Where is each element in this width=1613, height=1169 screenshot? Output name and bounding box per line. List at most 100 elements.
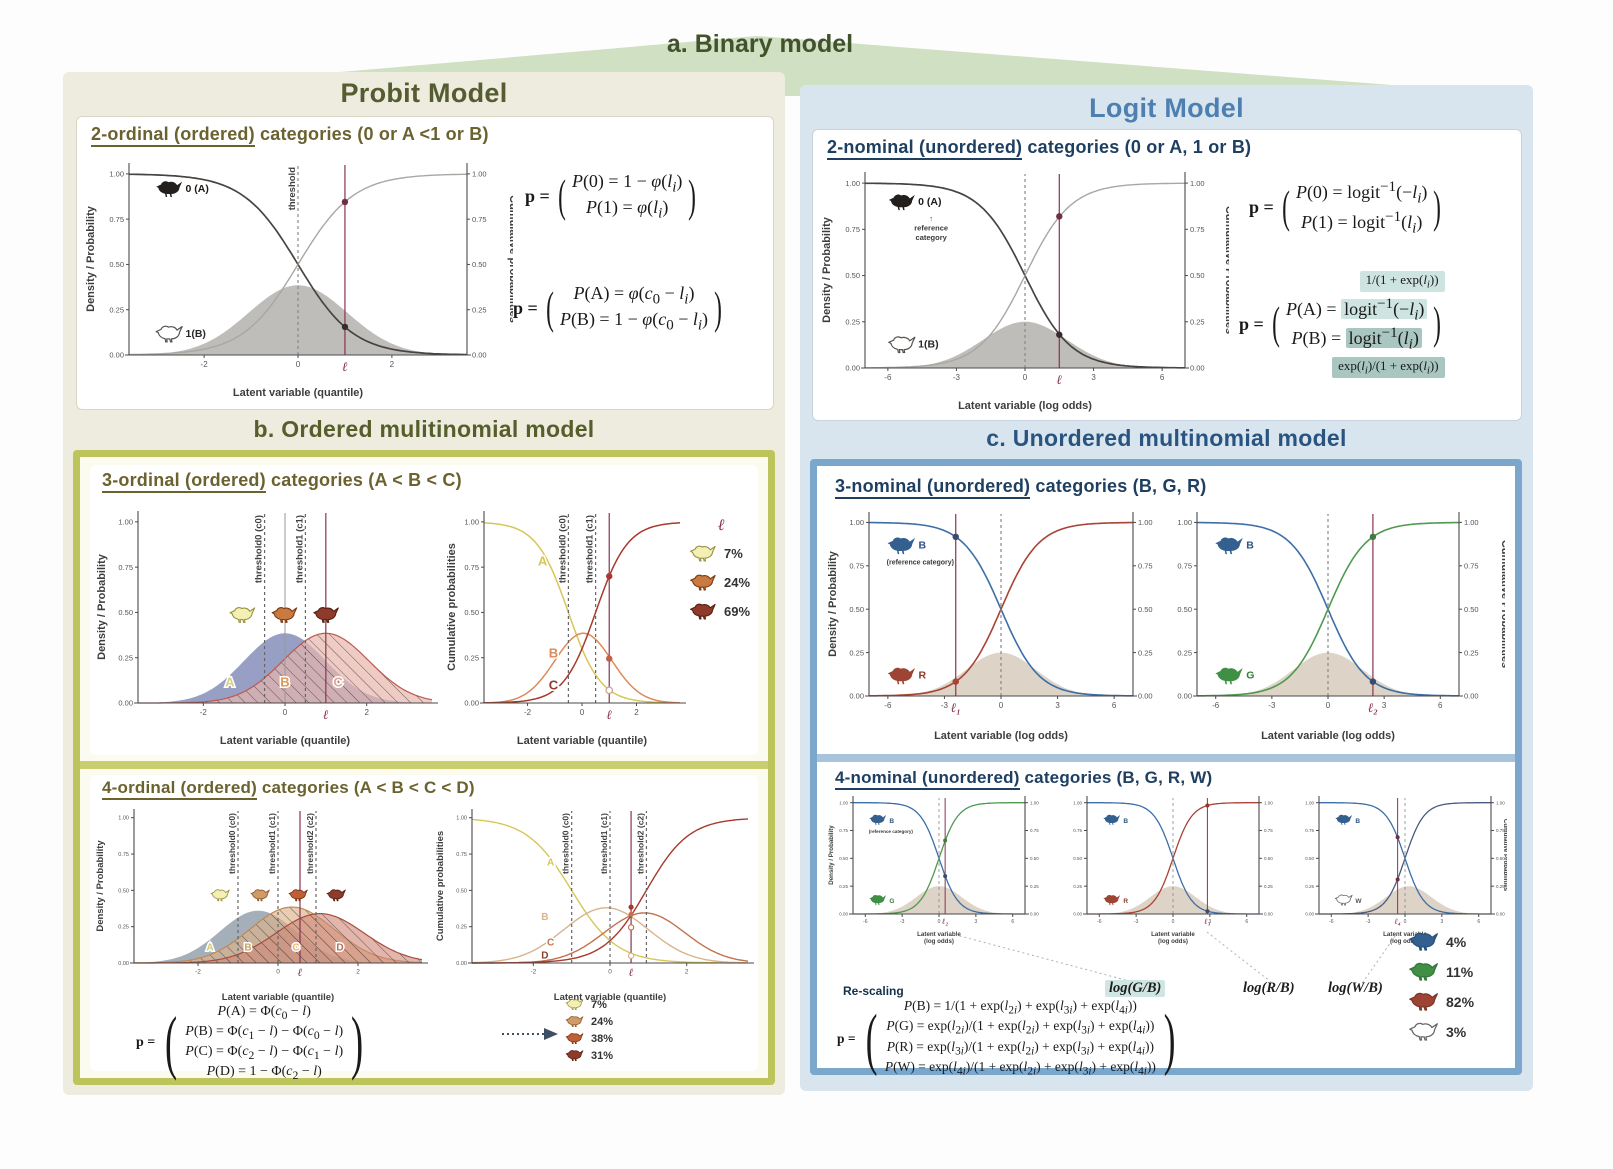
logit-model-title: Logit Model bbox=[1089, 93, 1244, 123]
plot-2-ordinal-probit: threshold ℓ 0.00 0.00 0.25 0.25 0.50 0.50 0.75 0.… bbox=[83, 153, 513, 399]
svg-text:6: 6 bbox=[1011, 919, 1014, 925]
heading-underlined: 3-nominal (unordered) bbox=[835, 476, 1031, 499]
plot-3-ordinal-density: threshold0 (c0) threshold1 (c1) ℓ 0.00 0.25 0… bbox=[94, 501, 440, 747]
svg-text:0.50: 0.50 bbox=[118, 608, 133, 617]
svg-text:0: 0 bbox=[938, 919, 941, 925]
svg-text:0.25: 0.25 bbox=[118, 925, 129, 931]
svg-text:threshold0 (c0): threshold0 (c0) bbox=[254, 515, 265, 583]
svg-text:-3: -3 bbox=[953, 373, 961, 382]
svg-text:0.25: 0.25 bbox=[118, 653, 133, 662]
svg-text:C: C bbox=[292, 943, 299, 954]
plot-3-nominal-BG: ℓ₂ 0.00 0.00 0.25 0.25 0.50 0.50 0.75 0.75 1.00 1.… bbox=[1167, 502, 1505, 742]
svg-text:0.25: 0.25 bbox=[1496, 884, 1505, 889]
plot-2-nominal-logit: ℓ 0.00 0.00 0.25 0.25 0.50 0.50 0.75 0.75 1.00 1.0… bbox=[819, 162, 1229, 412]
card-3-nominal: 3-nominal (unordered) categories (B, G, … bbox=[823, 472, 1509, 748]
svg-text:Density / Probability: Density / Probability bbox=[827, 550, 839, 657]
svg-text:0.25: 0.25 bbox=[1073, 884, 1082, 889]
svg-text:-6: -6 bbox=[863, 919, 868, 925]
svg-text:0.50: 0.50 bbox=[109, 260, 124, 269]
svg-text:0: 0 bbox=[296, 360, 301, 369]
svg-text:0.50: 0.50 bbox=[1177, 605, 1192, 614]
blue-divider-band bbox=[817, 754, 1515, 762]
svg-text:0.75: 0.75 bbox=[456, 852, 467, 858]
plot-4-nominal-BR: ℓ₃ 0.00 0.00 0.25 0.25 0.50 0.50 0.75 0.75 1.00 1.… bbox=[1061, 790, 1275, 946]
legend-3-ordinal: ℓ 7% 24% 69% bbox=[688, 517, 750, 622]
svg-text:0: 0 bbox=[999, 701, 1004, 710]
svg-text:0.50: 0.50 bbox=[839, 856, 848, 861]
svg-text:-3: -3 bbox=[1268, 701, 1276, 710]
svg-text:0.50: 0.50 bbox=[472, 260, 487, 269]
svg-text:0.25: 0.25 bbox=[849, 648, 864, 657]
card-2-nominal: 2-nominal (unordered) categories (0 or A… bbox=[812, 129, 1522, 421]
heading-underlined: 4-ordinal (ordered) bbox=[102, 778, 257, 800]
svg-text:0.50: 0.50 bbox=[1496, 856, 1505, 861]
heading-underlined: 4-nominal (unordered) bbox=[835, 768, 1020, 790]
card-4-nominal-heading: 4-nominal (unordered) categories (B, G, … bbox=[835, 768, 1213, 790]
svg-text:0: 0 bbox=[1172, 919, 1175, 925]
formula-4-nominal: p =(P(B) = 1/(1 + exp(l2i) + exp(l3i) + … bbox=[837, 998, 1176, 1078]
svg-text:0.50: 0.50 bbox=[1138, 605, 1153, 614]
svg-text:A: A bbox=[206, 943, 213, 954]
svg-text:(reference category): (reference category) bbox=[887, 559, 954, 566]
svg-text:0.00: 0.00 bbox=[472, 351, 487, 360]
svg-text:B: B bbox=[1123, 818, 1128, 825]
svg-text:0.25: 0.25 bbox=[839, 884, 848, 889]
card-4-ordinal: 4-ordinal (ordered) categories (A < B < … bbox=[90, 775, 758, 1082]
svg-text:0.50: 0.50 bbox=[1190, 271, 1205, 280]
heading-rest: categories (B, G, R, W) bbox=[1019, 768, 1213, 787]
svg-text:(log odds): (log odds) bbox=[924, 938, 954, 945]
svg-text:0.75: 0.75 bbox=[839, 828, 848, 833]
svg-text:ℓ: ℓ bbox=[629, 967, 634, 979]
svg-text:1.00: 1.00 bbox=[118, 518, 133, 527]
svg-text:0.50: 0.50 bbox=[456, 888, 467, 894]
svg-text:Latent variable (quantile): Latent variable (quantile) bbox=[554, 992, 666, 1003]
svg-text:3: 3 bbox=[1382, 701, 1387, 710]
svg-text:2: 2 bbox=[364, 708, 369, 717]
svg-text:3: 3 bbox=[1440, 919, 1443, 925]
svg-text:Latent variable (quantile): Latent variable (quantile) bbox=[222, 992, 334, 1003]
unordered-multinomial-box: 3-nominal (unordered) categories (B, G, … bbox=[810, 459, 1522, 1078]
svg-text:2: 2 bbox=[356, 969, 360, 976]
svg-text:0.75: 0.75 bbox=[849, 562, 864, 571]
svg-text:6: 6 bbox=[1245, 919, 1248, 925]
svg-text:-2: -2 bbox=[201, 360, 209, 369]
svg-text:0.75: 0.75 bbox=[845, 225, 860, 234]
heading-rest: categories (A < B < C) bbox=[265, 470, 462, 490]
svg-text:1.00: 1.00 bbox=[1264, 800, 1273, 805]
svg-text:0.25: 0.25 bbox=[1264, 884, 1273, 889]
svg-text:0.75: 0.75 bbox=[1073, 828, 1082, 833]
svg-text:ℓ₃: ℓ₃ bbox=[1204, 917, 1210, 926]
svg-text:0.75: 0.75 bbox=[1138, 562, 1153, 571]
svg-text:G: G bbox=[1246, 670, 1254, 682]
card-4-nominal: 4-nominal (unordered) categories (B, G, … bbox=[823, 766, 1509, 1078]
svg-text:1.00: 1.00 bbox=[1073, 800, 1082, 805]
svg-text:threshold0 (c0): threshold0 (c0) bbox=[227, 813, 237, 874]
ordered-multinomial-box: 3-ordinal (ordered) categories (A < B < … bbox=[73, 450, 775, 1085]
heading-underlined: 2-nominal (unordered) bbox=[827, 137, 1023, 160]
svg-text:0.50: 0.50 bbox=[845, 271, 860, 280]
svg-text:0.00: 0.00 bbox=[849, 692, 864, 701]
svg-text:0.75: 0.75 bbox=[118, 852, 129, 858]
plot-4-ordinal-density: threshold0 (c0) threshold1 (c1) ℓ threshold… bbox=[94, 801, 428, 1003]
svg-text:Latent variable: Latent variable bbox=[1151, 931, 1195, 938]
svg-text:0.25: 0.25 bbox=[1030, 884, 1039, 889]
svg-text:ℓ₂: ℓ₂ bbox=[942, 917, 948, 926]
svg-text:Cumulative probabilities: Cumulative probabilities bbox=[507, 195, 513, 323]
probit-model-title: Probit Model bbox=[340, 78, 508, 108]
svg-text:Cumulative probabilities: Cumulative probabilities bbox=[435, 831, 446, 941]
svg-text:D: D bbox=[541, 951, 548, 962]
svg-text:B: B bbox=[244, 943, 251, 954]
olive-divider-band bbox=[80, 761, 768, 769]
svg-text:B: B bbox=[889, 818, 894, 825]
svg-text:A: A bbox=[538, 553, 548, 568]
svg-text:6: 6 bbox=[1112, 701, 1117, 710]
svg-text:ℓ: ℓ bbox=[298, 967, 303, 979]
svg-text:-2: -2 bbox=[195, 969, 201, 976]
card-4-ordinal-heading: 4-ordinal (ordered) categories (A < B < … bbox=[102, 778, 475, 800]
svg-text:Density / Probability: Density / Probability bbox=[96, 553, 108, 660]
svg-text:6: 6 bbox=[1160, 373, 1165, 382]
svg-text:0.75: 0.75 bbox=[1264, 828, 1273, 833]
svg-text:0.00: 0.00 bbox=[839, 912, 848, 917]
svg-text:1.00: 1.00 bbox=[849, 518, 864, 527]
svg-text:0.25: 0.25 bbox=[109, 305, 124, 314]
